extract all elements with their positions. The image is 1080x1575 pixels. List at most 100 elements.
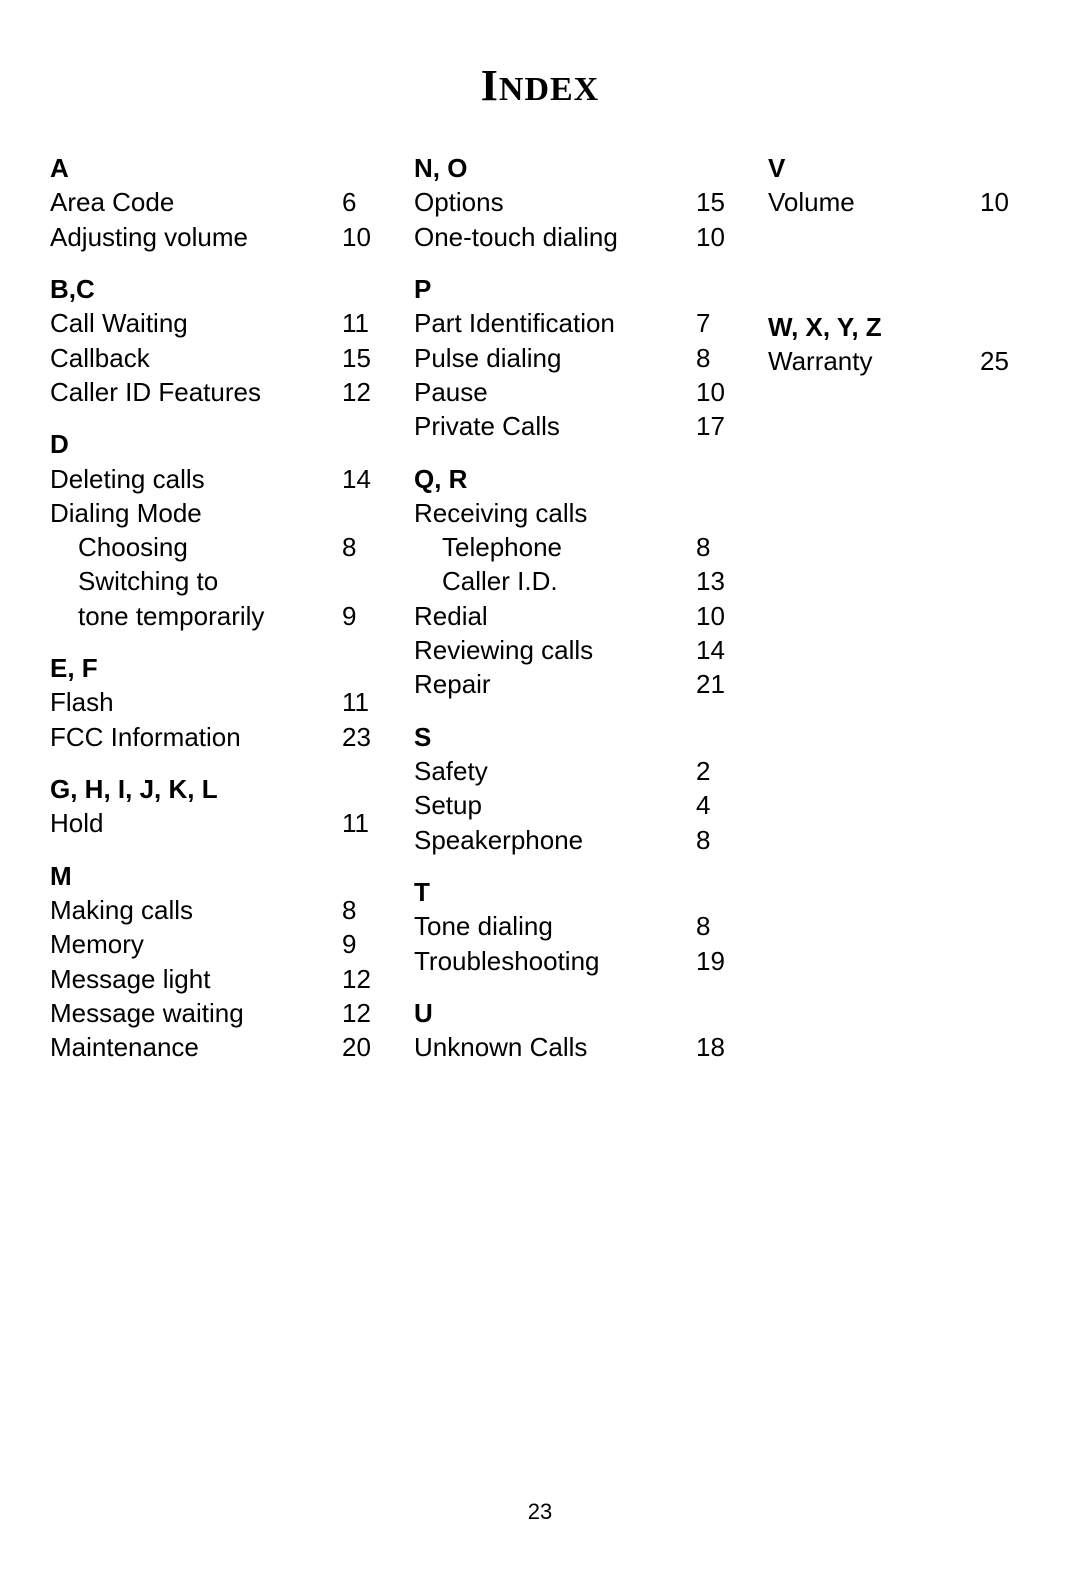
index-section: Q, RReceiving callsTelephone8Caller I.D.… bbox=[414, 462, 744, 702]
entry-label: Making calls bbox=[50, 893, 342, 927]
entry-label: Deleting calls bbox=[50, 462, 342, 496]
entry-page: 6 bbox=[342, 185, 390, 219]
index-entry: Adjusting volume10 bbox=[50, 220, 390, 254]
entry-page: 13 bbox=[696, 564, 744, 598]
entry-label: Dialing Mode bbox=[50, 496, 342, 530]
index-columns: AArea Code6Adjusting volume10B,CCall Wai… bbox=[50, 151, 1030, 1083]
entry-label: Hold bbox=[50, 806, 342, 840]
index-section: MMaking calls8Memory9Message light12Mess… bbox=[50, 859, 390, 1065]
section-heading: D bbox=[50, 427, 390, 461]
entry-label: Speakerphone bbox=[414, 823, 696, 857]
entry-label: Repair bbox=[414, 667, 696, 701]
index-entry: Message light12 bbox=[50, 962, 390, 996]
index-entry: Deleting calls14 bbox=[50, 462, 390, 496]
entry-page: 11 bbox=[342, 685, 390, 719]
index-entry: Callback15 bbox=[50, 341, 390, 375]
index-entry: Pause10 bbox=[414, 375, 744, 409]
entry-label: Private Calls bbox=[414, 409, 696, 443]
index-section: TTone dialing8Troubleshooting19 bbox=[414, 875, 744, 978]
index-entry: Safety2 bbox=[414, 754, 744, 788]
entry-page: 9 bbox=[342, 927, 390, 961]
index-entry: FCC Information23 bbox=[50, 720, 390, 754]
section-heading: E, F bbox=[50, 651, 390, 685]
entry-page: 14 bbox=[342, 462, 390, 496]
title-rest: NDEX bbox=[499, 71, 599, 108]
entry-label: Warranty bbox=[768, 344, 980, 378]
index-entry: Maintenance20 bbox=[50, 1030, 390, 1064]
index-section: PPart Identification7Pulse dialing8Pause… bbox=[414, 272, 744, 444]
entry-label: Options bbox=[414, 185, 696, 219]
index-entry: Flash11 bbox=[50, 685, 390, 719]
entry-page: 21 bbox=[696, 667, 744, 701]
section-heading: S bbox=[414, 720, 744, 754]
entry-label: Area Code bbox=[50, 185, 342, 219]
entry-page: 10 bbox=[696, 220, 744, 254]
entry-page: 2 bbox=[696, 754, 744, 788]
page-number: 23 bbox=[0, 1499, 1080, 1525]
index-entry: Speakerphone8 bbox=[414, 823, 744, 857]
index-entry: Redial10 bbox=[414, 599, 744, 633]
index-entry: Message waiting12 bbox=[50, 996, 390, 1030]
entry-page: 8 bbox=[696, 530, 744, 564]
spacer bbox=[768, 238, 1028, 310]
entry-page: 12 bbox=[342, 962, 390, 996]
index-section: N, OOptions15One-touch dialing10 bbox=[414, 151, 744, 254]
index-column: N, OOptions15One-touch dialing10 PPart Id… bbox=[414, 151, 744, 1083]
entry-page: 14 bbox=[696, 633, 744, 667]
entry-page: 11 bbox=[342, 806, 390, 840]
index-section: W, X, Y, ZWarranty25 bbox=[768, 310, 1028, 379]
entry-label: Caller ID Features bbox=[50, 375, 342, 409]
entry-label: Call Waiting bbox=[50, 306, 342, 340]
index-section: G, H, I, J, K, LHold11 bbox=[50, 772, 390, 841]
entry-label: tone temporarily bbox=[50, 599, 342, 633]
index-entry: tone temporarily9 bbox=[50, 599, 390, 633]
entry-label: Caller I.D. bbox=[414, 564, 696, 598]
entry-label: Memory bbox=[50, 927, 342, 961]
index-entry: Hold11 bbox=[50, 806, 390, 840]
section-heading: P bbox=[414, 272, 744, 306]
section-heading: N, O bbox=[414, 151, 744, 185]
entry-label: Tone dialing bbox=[414, 909, 696, 943]
entry-label: Switching to bbox=[50, 564, 342, 598]
entry-page: 8 bbox=[696, 823, 744, 857]
entry-label: Reviewing calls bbox=[414, 633, 696, 667]
section-heading: A bbox=[50, 151, 390, 185]
section-heading: M bbox=[50, 859, 390, 893]
index-entry: Making calls8 bbox=[50, 893, 390, 927]
index-entry: Area Code6 bbox=[50, 185, 390, 219]
index-entry: Choosing8 bbox=[50, 530, 390, 564]
entry-page: 23 bbox=[342, 720, 390, 754]
entry-label: Adjusting volume bbox=[50, 220, 342, 254]
index-entry: Part Identification7 bbox=[414, 306, 744, 340]
entry-page: 8 bbox=[696, 341, 744, 375]
section-heading: T bbox=[414, 875, 744, 909]
entry-label: Message waiting bbox=[50, 996, 342, 1030]
entry-label: Flash bbox=[50, 685, 342, 719]
entry-label: Troubleshooting bbox=[414, 944, 696, 978]
index-section: DDeleting calls14Dialing ModeChoosing8Sw… bbox=[50, 427, 390, 633]
entry-page: 4 bbox=[696, 788, 744, 822]
entry-page: 10 bbox=[696, 599, 744, 633]
index-section: SSafety2Setup4Speakerphone8 bbox=[414, 720, 744, 857]
index-section: UUnknown Calls18 bbox=[414, 996, 744, 1065]
entry-page: 12 bbox=[342, 375, 390, 409]
title-leading: I bbox=[481, 61, 499, 110]
index-entry: Warranty25 bbox=[768, 344, 1028, 378]
index-section: AArea Code6Adjusting volume10 bbox=[50, 151, 390, 254]
entry-label: Redial bbox=[414, 599, 696, 633]
entry-label: Volume bbox=[768, 185, 980, 219]
entry-page: 18 bbox=[696, 1030, 744, 1064]
entry-page: 8 bbox=[342, 530, 390, 564]
index-entry: Receiving calls bbox=[414, 496, 744, 530]
entry-page: 15 bbox=[696, 185, 744, 219]
section-heading: W, X, Y, Z bbox=[768, 310, 1028, 344]
section-heading: Q, R bbox=[414, 462, 744, 496]
index-section: E, FFlash11FCC Information23 bbox=[50, 651, 390, 754]
entry-page: 10 bbox=[696, 375, 744, 409]
entry-page: 19 bbox=[696, 944, 744, 978]
entry-page: 15 bbox=[342, 341, 390, 375]
index-entry: Repair21 bbox=[414, 667, 744, 701]
entry-label: Maintenance bbox=[50, 1030, 342, 1064]
page-title: INDEX bbox=[50, 60, 1030, 111]
entry-page: 10 bbox=[342, 220, 390, 254]
